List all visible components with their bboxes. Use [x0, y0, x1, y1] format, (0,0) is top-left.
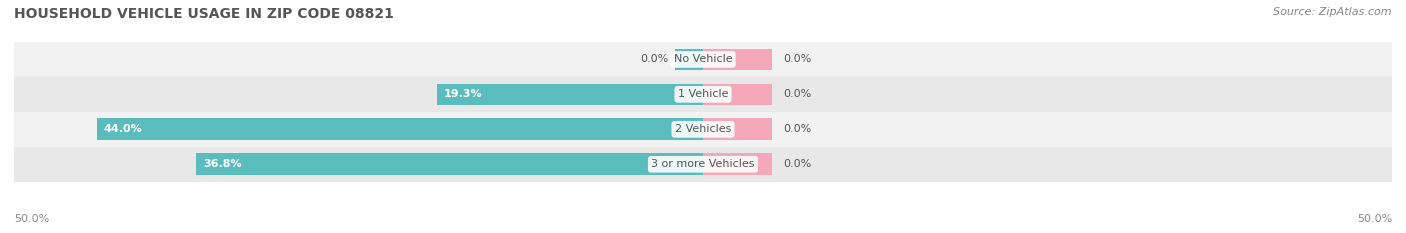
Bar [703, 153, 772, 175]
Text: 1 Vehicle: 1 Vehicle [678, 89, 728, 99]
Text: Source: ZipAtlas.com: Source: ZipAtlas.com [1274, 7, 1392, 17]
Text: 3 or more Vehicles: 3 or more Vehicles [651, 159, 755, 169]
Bar [14, 77, 1392, 112]
Bar [703, 83, 772, 105]
Text: 50.0%: 50.0% [1357, 214, 1392, 224]
Bar [675, 49, 703, 70]
Bar [14, 147, 1392, 182]
Bar [703, 118, 772, 140]
Text: 0.0%: 0.0% [640, 55, 669, 64]
Text: 2 Vehicles: 2 Vehicles [675, 124, 731, 134]
Bar [14, 42, 1392, 77]
Text: No Vehicle: No Vehicle [673, 55, 733, 64]
Text: 0.0%: 0.0% [783, 159, 811, 169]
Text: 0.0%: 0.0% [783, 124, 811, 134]
Bar [14, 112, 1392, 147]
Text: 36.8%: 36.8% [202, 159, 242, 169]
Text: 44.0%: 44.0% [104, 124, 142, 134]
Text: 19.3%: 19.3% [444, 89, 482, 99]
Bar [195, 153, 703, 175]
Bar [703, 49, 772, 70]
Bar [97, 118, 703, 140]
Text: 0.0%: 0.0% [783, 89, 811, 99]
Text: 50.0%: 50.0% [14, 214, 49, 224]
Text: 0.0%: 0.0% [783, 55, 811, 64]
Text: HOUSEHOLD VEHICLE USAGE IN ZIP CODE 08821: HOUSEHOLD VEHICLE USAGE IN ZIP CODE 0882… [14, 7, 394, 21]
Bar [437, 83, 703, 105]
